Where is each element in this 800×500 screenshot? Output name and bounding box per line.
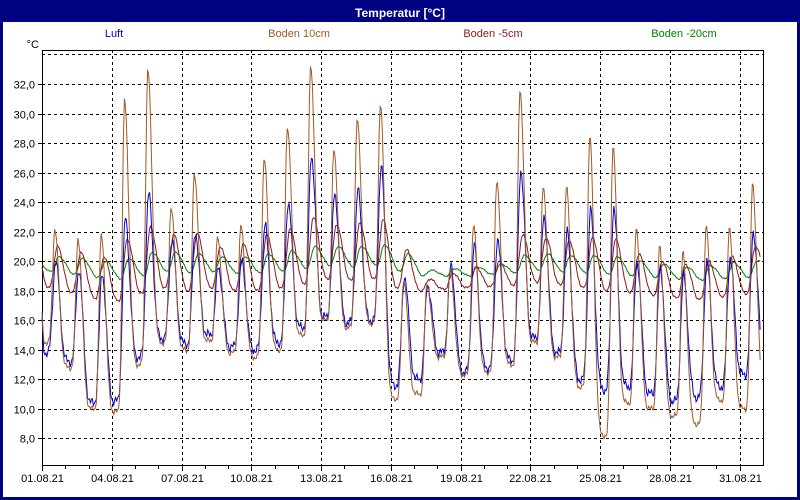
- svg-text:22,0: 22,0: [14, 228, 35, 240]
- svg-text:10,0: 10,0: [14, 405, 35, 417]
- svg-text:30,0: 30,0: [14, 110, 35, 122]
- svg-text:25.08.21: 25.08.21: [579, 473, 622, 485]
- series-line-luft: [41, 157, 761, 408]
- svg-text:18,0: 18,0: [14, 287, 35, 299]
- legend-item-luft: Luft: [104, 28, 124, 40]
- svg-text:26,0: 26,0: [14, 169, 35, 181]
- legend-item-boden-5cm: Boden -5cm: [463, 28, 523, 40]
- svg-text:07.08.21: 07.08.21: [161, 473, 204, 485]
- legend-item-boden-10cm: Boden 10cm: [268, 28, 330, 40]
- svg-text:8,0: 8,0: [20, 434, 35, 446]
- series-line-boden--5cm: [41, 217, 761, 303]
- svg-text:°C: °C: [27, 39, 39, 51]
- svg-text:22.08.21: 22.08.21: [509, 473, 552, 485]
- series-line-boden-10cm: [41, 66, 761, 441]
- svg-text:16.08.21: 16.08.21: [370, 473, 413, 485]
- axes: [38, 50, 764, 471]
- svg-text:10.08.21: 10.08.21: [230, 473, 273, 485]
- svg-text:19.08.21: 19.08.21: [440, 473, 483, 485]
- svg-text:24,0: 24,0: [14, 198, 35, 210]
- svg-text:01.08.21: 01.08.21: [21, 473, 64, 485]
- svg-text:13.08.21: 13.08.21: [300, 473, 343, 485]
- window-title: Temperatur [°C]: [355, 5, 445, 20]
- svg-text:16,0: 16,0: [14, 316, 35, 328]
- temperature-chart: 8,0 10,0 12,0 14,0 16,0 18,0 20,0 22,0 24,0 26,0 2…: [14, 39, 764, 485]
- svg-text:04.08.21: 04.08.21: [91, 473, 134, 485]
- series-line-boden--20cm: [41, 243, 761, 282]
- svg-text:14,0: 14,0: [14, 346, 35, 358]
- svg-text:12,0: 12,0: [14, 375, 35, 387]
- axis-labels: 8,0 10,0 12,0 14,0 16,0 18,0 20,0 22,0 24,0 26,0 2…: [14, 39, 762, 485]
- title-bar: Temperatur [°C]: [3, 3, 797, 22]
- svg-text:32,0: 32,0: [14, 80, 35, 92]
- svg-text:28,0: 28,0: [14, 139, 35, 151]
- svg-text:28.08.21: 28.08.21: [649, 473, 692, 485]
- svg-text:31.08.21: 31.08.21: [719, 473, 762, 485]
- svg-text:20,0: 20,0: [14, 257, 35, 269]
- legend-item-boden-20cm: Boden -20cm: [651, 28, 717, 40]
